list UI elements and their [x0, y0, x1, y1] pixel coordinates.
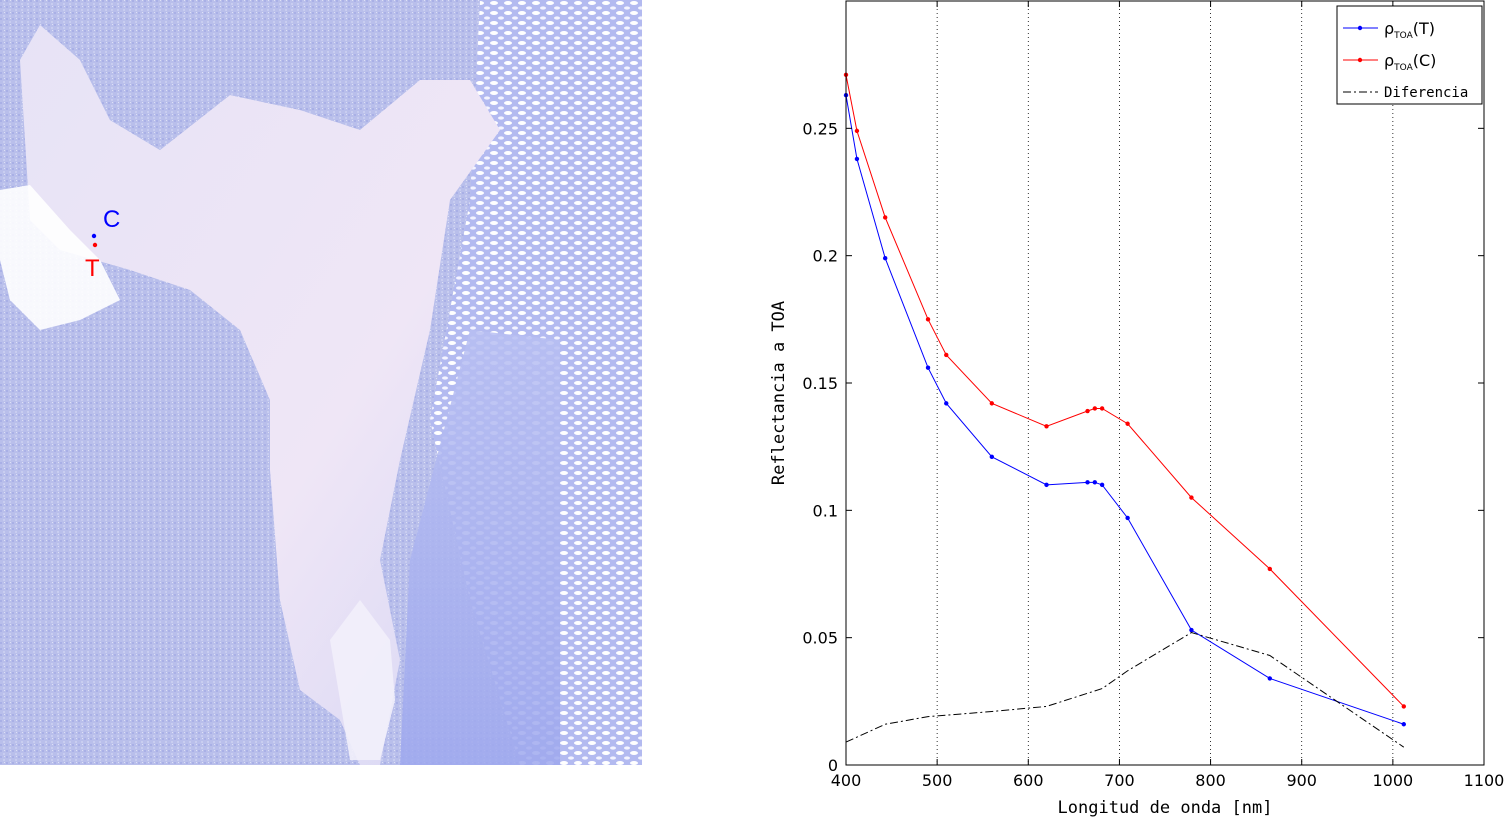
data-point	[1189, 495, 1194, 500]
y-tick-label: 0	[828, 756, 838, 775]
x-tick-label: 400	[831, 771, 862, 790]
series-line-0	[845, 95, 1404, 725]
x-tick-label: 600	[1013, 771, 1044, 790]
y-tick-label: 0.25	[802, 119, 838, 138]
legend-label: ρTOA(C)	[1384, 51, 1436, 73]
legend-label: Diferencia	[1384, 85, 1468, 101]
data-point	[1267, 676, 1273, 681]
data-point	[944, 352, 949, 358]
marker-t-point	[92, 242, 98, 248]
ocean-deep	[400, 330, 560, 765]
plot-frame	[845, 0, 1485, 766]
data-point	[1189, 627, 1194, 633]
data-point	[1099, 482, 1105, 488]
data-point	[1401, 722, 1406, 727]
x-tick-label: 700	[1104, 771, 1135, 790]
data-point	[1092, 480, 1098, 485]
data-point	[1044, 482, 1049, 488]
marker-c-label: C	[103, 206, 120, 233]
south-shore	[330, 600, 395, 760]
marker-t-label: T	[85, 255, 100, 282]
y-tick-label: 0.05	[802, 629, 838, 648]
data-point	[854, 156, 860, 162]
data-point	[1267, 566, 1273, 572]
series-line-2	[845, 632, 1405, 748]
legend-marker	[1357, 25, 1363, 31]
legend-box	[1336, 5, 1483, 105]
data-point	[1092, 406, 1098, 411]
y-tick-label: 0.2	[813, 247, 838, 266]
north-land	[60, 0, 380, 150]
data-point	[882, 215, 888, 220]
y-tick-label: 0.1	[813, 501, 838, 520]
marker-c-point	[91, 233, 97, 239]
legend-marker	[1357, 57, 1363, 63]
data-point	[882, 256, 888, 261]
data-point	[925, 317, 931, 322]
grid-lines	[936, 1, 1394, 765]
x-tick-label: 1000	[1372, 771, 1413, 790]
data-point	[1044, 424, 1049, 429]
x-axis-label: Longitud de onda [nm]	[1058, 798, 1273, 818]
data-point	[854, 128, 860, 134]
x-tick-label: 900	[1286, 771, 1317, 790]
data-point	[944, 401, 949, 406]
series-line-1	[845, 74, 1405, 707]
axes-ticks: 400 500 600 700 800 900 1000 1100 0 0.05 0.1 0.15 0.…	[802, 1, 1504, 790]
x-tick-label: 800	[1195, 771, 1226, 790]
x-tick-label: 1100	[1464, 771, 1505, 790]
legend: ρTOA(T) ρTOA(C) Diferencia	[1336, 5, 1483, 105]
legend-label: ρTOA(T)	[1384, 19, 1435, 41]
satellite-image: C T	[0, 0, 642, 765]
x-tick-label: 500	[922, 771, 953, 790]
data-point	[1125, 421, 1130, 426]
data-point	[989, 401, 995, 406]
data-point	[1125, 515, 1130, 521]
y-axis-label: Reflectancia a TOA	[769, 301, 789, 485]
y-tick-label: 0.15	[802, 374, 838, 393]
data-point	[1401, 704, 1406, 709]
data-point	[1085, 408, 1090, 414]
data-point	[925, 365, 931, 370]
data-point	[1099, 406, 1105, 411]
estuary-water	[20, 25, 500, 765]
data-point	[989, 454, 995, 460]
shore-white	[0, 185, 120, 330]
data-point	[1085, 480, 1090, 485]
series-group	[843, 72, 1406, 748]
